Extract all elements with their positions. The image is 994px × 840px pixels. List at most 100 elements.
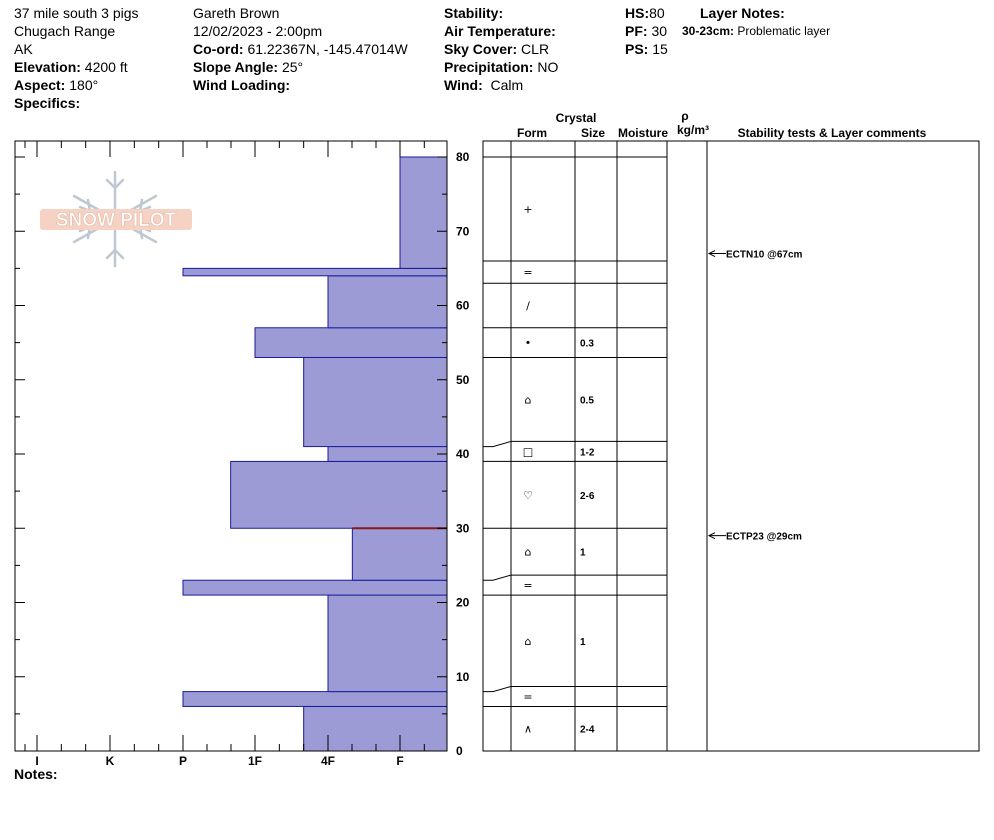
hardness-bar [303,705,448,752]
crystal-size: 0.5 [580,395,594,406]
hardness-bar [182,267,448,277]
depth-tick-label: 40 [456,447,470,461]
layer-connector [483,685,512,693]
observation-info: Gareth Brown 12/02/2023 - 2:00pm Co-ord:… [193,4,408,94]
stability-test-label: ECTN10 @67cm [726,250,803,261]
slope-value: 25° [281,59,304,75]
depth-tick-label: 50 [456,373,470,387]
hardness-bar [182,579,448,596]
layer-note-text: Problematic layer [737,24,831,38]
coord-value: 61.22367N, -145.47014W [247,41,408,57]
aspect-value: 180° [69,77,99,93]
depth-tick-label: 20 [456,596,470,610]
wind-label: Wind: [444,77,483,93]
moisture-header: Moisture [618,126,668,140]
crystal-form-symbol: ⌂ [525,635,532,648]
hardness-bar [230,460,448,529]
crystal-form-symbol: = [523,266,532,279]
hardness-tick-label: F [396,754,403,768]
hardness-bar [327,446,448,462]
elevation-label: Elevation: [14,59,81,75]
hardness-tick-label: I [35,754,38,768]
wind-value: Calm [490,77,524,93]
depth-tick-label: 80 [456,150,470,164]
state: AK [14,41,33,57]
crystal-header: Crystal [556,111,597,125]
density-unit-header: kg/m³ [677,123,709,137]
pf-label: PF: [625,23,648,39]
snowpilot-logo: SNOW PILOT [40,170,192,268]
logo-text: SNOW PILOT [56,210,177,231]
observer-name: Gareth Brown [193,5,280,21]
hardness-bar [399,156,448,269]
depth-info: HS:80 PF: 30 PS: 15 [625,4,668,58]
hardness-axes: I K P 1F 4F F 0 10 20 30 40 50 60 70 80 [14,140,470,768]
depth-tick-label: 30 [456,521,470,535]
table-frame [482,140,980,752]
crystal-size: 1 [580,637,586,648]
crystal-form-symbol: ∧ [524,723,532,736]
depth-tick-label: 60 [456,299,470,313]
crystal-form-symbol: = [523,690,532,703]
hardness-bar [182,691,448,707]
observation-datetime: 12/02/2023 - 2:00pm [193,23,323,39]
hardness-bar [327,275,448,329]
mountain-range: Chugach Range [14,23,116,39]
crystal-form-symbol: ♡ [523,489,533,502]
stability-test-arrowhead [707,532,716,540]
weather-info: Stability: Air Temperature: Sky Cover: C… [444,4,558,94]
location-name: 37 mile south 3 pigs [14,5,139,21]
ps-value: 15 [652,41,668,57]
crystal-form-symbol: ⌂ [525,393,532,406]
crystal-form-symbol: = [523,579,532,592]
notes-label: Notes: [14,766,58,782]
layer-connector [483,440,512,448]
size-header: Size [581,126,605,140]
precip-label: Precipitation: [444,59,534,75]
specifics-label: Specifics: [14,95,81,111]
crystal-form-symbol: + [523,203,532,216]
site-info: 37 mile south 3 pigs Chugach Range AK El… [14,4,139,112]
crystal-form-symbol: ⌂ [525,546,532,559]
depth-tick-label: 0 [456,744,463,758]
sky-label: Sky Cover: [444,41,518,57]
sky-value: CLR [521,41,550,57]
layer-connector [483,574,512,581]
form-header: Form [517,126,547,140]
hs-value: 80 [649,5,665,21]
aspect-label: Aspect: [14,77,66,93]
crystal-size: 0.3 [580,339,594,350]
hardness-bar [327,594,448,693]
crystal-size: 2-6 [580,491,595,502]
precip-value: NO [537,59,559,75]
coord-label: Co-ord: [193,41,244,57]
stability-test-arrowhead [707,250,716,257]
comments-header: Stability tests & Layer comments [738,126,927,140]
crystal-form-symbol: • [525,337,532,350]
air-temp-label: Air Temperature: [444,23,556,39]
stability-label: Stability: [444,5,504,21]
depth-tick-label: 70 [456,224,470,238]
pf-value: 30 [651,23,668,39]
hardness-bar [303,356,448,448]
crystal-form-symbol: □ [523,445,533,458]
crystal-table: Crystal Form Size Moisture ρkg/m³ Stability t… [482,109,980,752]
hardness-tick-label: 1F [248,754,262,768]
crystal-size: 1 [580,548,586,559]
hardness-tick-label: K [106,754,115,768]
layer-notes-label: Layer Notes: [700,5,785,21]
hardness-tick-label: P [179,754,187,768]
crystal-form-symbol: / [526,300,530,313]
wind-loading-label: Wind Loading: [193,77,291,93]
ps-label: PS: [625,41,649,57]
depth-tick-label: 10 [456,670,470,684]
stability-test-label: ECTP23 @29cm [726,532,802,543]
hardness-tick-label: 4F [321,754,335,768]
hardness-bar [254,327,448,358]
slope-label: Slope Angle: [193,59,279,75]
hardness-profile [182,156,448,752]
crystal-size: 2-4 [580,725,595,736]
hs-label: HS: [625,5,650,21]
layer-notes: Layer Notes: 30-23cm: Problematic layer [682,4,830,40]
